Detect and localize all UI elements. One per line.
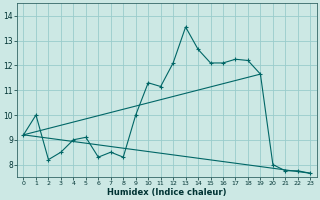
X-axis label: Humidex (Indice chaleur): Humidex (Indice chaleur)	[107, 188, 227, 197]
